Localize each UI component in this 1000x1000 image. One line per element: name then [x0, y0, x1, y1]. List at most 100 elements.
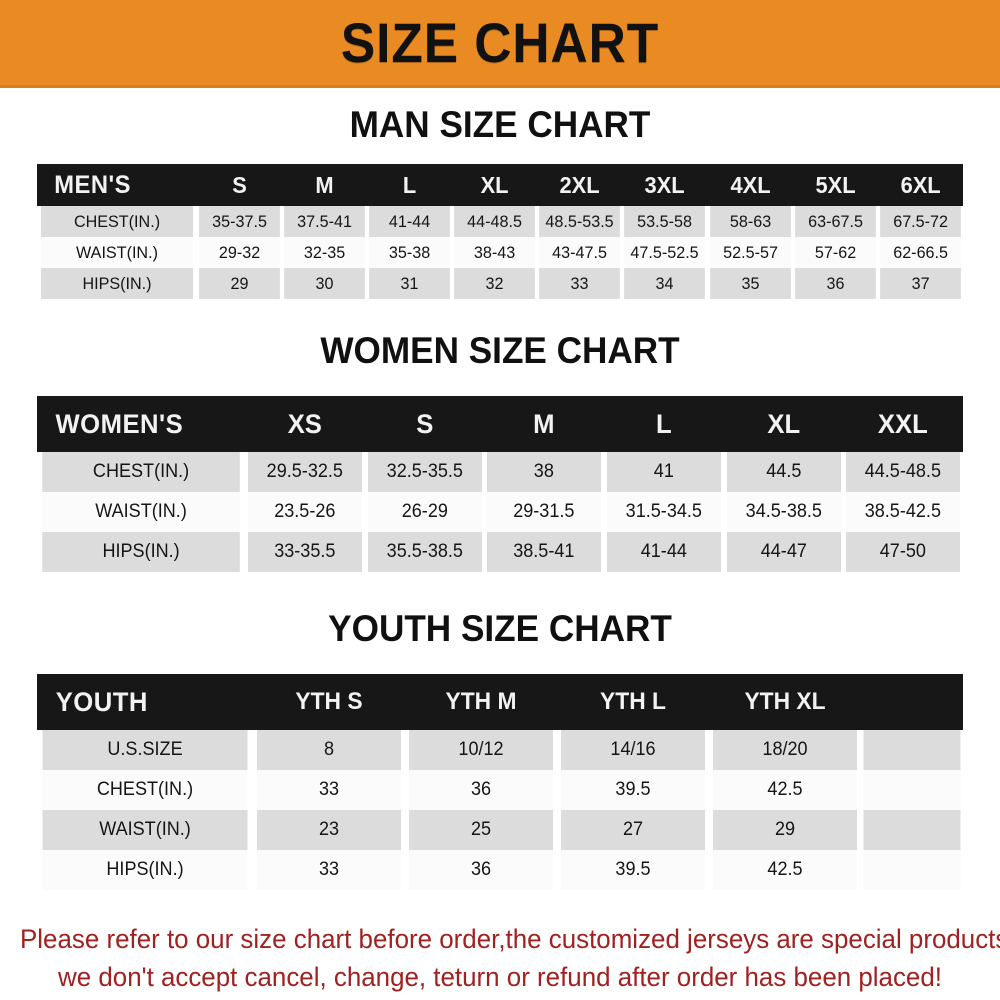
- table-cell: 47-50: [846, 532, 961, 572]
- table-cell: 41-44: [607, 532, 721, 572]
- table-cell: 33: [256, 850, 402, 890]
- table-cell: 52.5-57: [709, 237, 791, 268]
- table-row: HIPS(IN.) 33 36 39.5 42.5: [37, 850, 963, 890]
- youth-row-label: HIPS(IN.): [42, 850, 248, 890]
- women-size-section: WOMEN SIZE CHART WOMEN'S XS S M L XL XXL CHEST(…: [0, 330, 1000, 572]
- table-cell: 38-43: [454, 237, 536, 268]
- men-column-header-m: M: [315, 171, 334, 198]
- women-table-corner-label: WOMEN'S: [55, 408, 184, 439]
- table-cell: 67.5-72: [879, 206, 961, 237]
- table-cell: 14/16: [560, 730, 706, 770]
- table-cell: 25: [408, 810, 554, 850]
- youth-size-table: YOUTH YTH S YTH M YTH L YTH XL U.S.SIZE 8 10/12…: [37, 674, 963, 890]
- table-cell: 33-35.5: [248, 532, 362, 572]
- table-row: U.S.SIZE 8 10/12 14/16 18/20: [37, 730, 963, 770]
- page-banner: SIZE CHART: [0, 0, 1000, 88]
- table-cell: 42.5: [712, 850, 858, 890]
- table-row: HIPS(IN.) 33-35.5 35.5-38.5 38.5-41 41-44 44-…: [37, 532, 963, 572]
- table-cell-spacer: [863, 730, 961, 770]
- order-policy-line-2: we don't accept cancel, change, teturn o…: [58, 962, 942, 992]
- order-policy-line-1: Please refer to our size chart before or…: [20, 924, 1000, 954]
- table-cell: 10/12: [408, 730, 554, 770]
- table-cell: 32-35: [284, 237, 366, 268]
- table-cell: 44.5: [726, 452, 841, 492]
- table-cell: 63-67.5: [794, 206, 876, 237]
- table-row: WAIST(IN.) 23 25 27 29: [37, 810, 963, 850]
- men-column-header-l: L: [403, 171, 417, 198]
- table-cell: 34.5-38.5: [726, 492, 841, 532]
- table-cell: 27: [560, 810, 706, 850]
- men-row-label: CHEST(IN.): [41, 206, 194, 237]
- table-row: WAIST(IN.) 23.5-26 26-29 29-31.5 31.5-34.5 34…: [37, 492, 963, 532]
- table-cell: 36: [794, 268, 876, 299]
- table-cell: 18/20: [712, 730, 858, 770]
- table-cell: 29-31.5: [487, 492, 602, 532]
- table-cell: 58-63: [709, 206, 791, 237]
- men-row-label: HIPS(IN.): [41, 268, 194, 299]
- youth-table-corner-label: YOUTH: [55, 686, 148, 717]
- table-cell: 35-38: [369, 237, 451, 268]
- table-cell: 41: [607, 452, 721, 492]
- youth-row-label: CHEST(IN.): [42, 770, 248, 810]
- table-cell: 38.5-41: [487, 532, 602, 572]
- youth-row-label: U.S.SIZE: [42, 730, 248, 770]
- youth-table-header-row: YOUTH YTH S YTH M YTH L YTH XL: [37, 674, 963, 730]
- women-column-header-xl: XL: [767, 408, 800, 439]
- women-row-label: HIPS(IN.): [42, 532, 240, 572]
- table-cell-spacer: [863, 850, 961, 890]
- table-cell: 38.5-42.5: [846, 492, 961, 532]
- men-column-header-xl: XL: [480, 171, 509, 198]
- table-cell: 39.5: [560, 850, 706, 890]
- women-row-label: WAIST(IN.): [42, 492, 240, 532]
- table-row: CHEST(IN.) 33 36 39.5 42.5: [37, 770, 963, 810]
- women-size-table: WOMEN'S XS S M L XL XXL CHEST(IN.) 29.5-32.5 32.5…: [37, 396, 963, 572]
- table-cell: 32.5-35.5: [367, 452, 482, 492]
- table-cell: 36: [408, 770, 554, 810]
- table-cell: 31.5-34.5: [607, 492, 721, 532]
- youth-size-section: YOUTH SIZE CHART YOUTH YTH S YTH M YTH L YTH…: [0, 608, 1000, 890]
- women-column-header-xxl: XXL: [878, 408, 929, 439]
- table-cell: 35: [709, 268, 791, 299]
- men-table-header-row: MEN'S S M L XL 2XL 3XL 4XL 5XL 6XL: [37, 164, 963, 206]
- table-cell: 41-44: [369, 206, 451, 237]
- order-policy-note: Please refer to our size chart before or…: [20, 920, 1000, 996]
- table-row: CHEST(IN.) 35-37.5 37.5-41 41-44 44-48.5 48.5…: [37, 206, 963, 237]
- men-column-header-2xl: 2XL: [559, 171, 600, 198]
- women-column-header-m: M: [533, 408, 555, 439]
- table-cell: 44-47: [726, 532, 841, 572]
- table-cell: 29.5-32.5: [248, 452, 362, 492]
- table-cell: 33: [539, 268, 621, 299]
- women-table-header-row: WOMEN'S XS S M L XL XXL: [37, 396, 963, 452]
- men-column-header-s: S: [232, 171, 247, 198]
- table-cell: 37: [879, 268, 961, 299]
- men-column-header-5xl: 5XL: [815, 171, 856, 198]
- table-cell: 23.5-26: [248, 492, 362, 532]
- women-column-header-l: L: [655, 408, 672, 439]
- table-cell: 36: [408, 850, 554, 890]
- table-cell: 31: [369, 268, 451, 299]
- table-cell: 29: [712, 810, 858, 850]
- women-section-title: WOMEN SIZE CHART: [320, 330, 680, 371]
- table-cell: 23: [256, 810, 402, 850]
- table-cell: 33: [256, 770, 402, 810]
- table-cell: 57-62: [794, 237, 876, 268]
- men-section-title: MAN SIZE CHART: [349, 104, 651, 145]
- table-cell: 29-32: [199, 237, 280, 268]
- men-size-table: MEN'S S M L XL 2XL 3XL 4XL 5XL 6XL CHEST(IN.) 35-37…: [37, 164, 963, 299]
- men-column-header-4xl: 4XL: [730, 171, 771, 198]
- table-cell: 47.5-52.5: [624, 237, 706, 268]
- table-cell: 43-47.5: [539, 237, 621, 268]
- table-cell: 37.5-41: [284, 206, 366, 237]
- table-cell: 38: [487, 452, 602, 492]
- table-cell: 26-29: [367, 492, 482, 532]
- table-cell: 53.5-58: [624, 206, 706, 237]
- men-column-header-6xl: 6XL: [900, 171, 941, 198]
- table-cell: 35.5-38.5: [367, 532, 482, 572]
- table-row: WAIST(IN.) 29-32 32-35 35-38 38-43 43-47.5 47.…: [37, 237, 963, 268]
- table-cell: 48.5-53.5: [539, 206, 621, 237]
- men-size-section: MAN SIZE CHART MEN'S S M L XL 2XL 3XL 4XL 5XL 6XL…: [0, 104, 1000, 299]
- table-cell: 44-48.5: [454, 206, 536, 237]
- table-cell: 8: [256, 730, 402, 770]
- table-cell: 29: [199, 268, 280, 299]
